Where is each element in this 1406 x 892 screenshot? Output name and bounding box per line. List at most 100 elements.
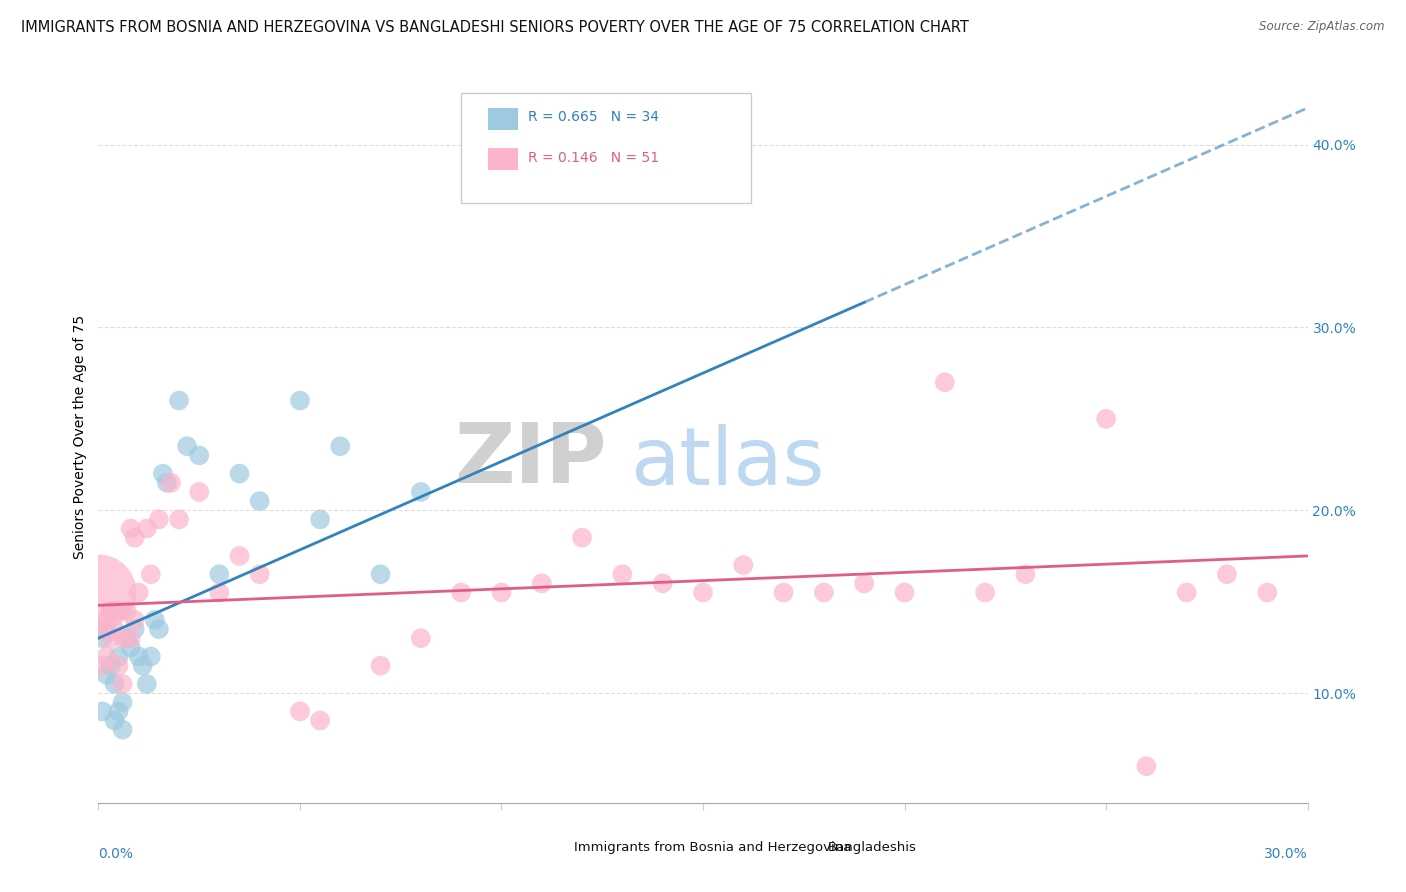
Point <box>139 649 162 664</box>
Text: 30.0%: 30.0% <box>1264 847 1308 861</box>
Point <box>135 677 157 691</box>
Point <box>143 613 166 627</box>
Point <box>124 613 146 627</box>
Point <box>115 604 138 618</box>
Point <box>188 448 211 462</box>
Point <box>309 512 332 526</box>
Point <box>612 567 634 582</box>
Point <box>974 585 997 599</box>
Point <box>249 494 271 508</box>
Point <box>188 485 211 500</box>
Point <box>288 705 311 719</box>
Point <box>450 585 472 599</box>
Text: Immigrants from Bosnia and Herzegovina: Immigrants from Bosnia and Herzegovina <box>574 841 851 854</box>
Point <box>148 512 170 526</box>
Point <box>288 393 311 408</box>
FancyBboxPatch shape <box>488 148 517 170</box>
Point <box>96 667 118 681</box>
Text: atlas: atlas <box>630 424 825 501</box>
Point <box>309 714 332 728</box>
Point <box>329 439 352 453</box>
Point <box>893 585 915 599</box>
Point <box>491 585 513 599</box>
Text: IMMIGRANTS FROM BOSNIA AND HERZEGOVINA VS BANGLADESHI SENIORS POVERTY OVER THE A: IMMIGRANTS FROM BOSNIA AND HERZEGOVINA V… <box>21 20 969 35</box>
Point <box>100 604 122 618</box>
Text: Source: ZipAtlas.com: Source: ZipAtlas.com <box>1260 20 1385 33</box>
Point <box>1095 412 1118 426</box>
Point <box>91 622 114 636</box>
Point <box>148 622 170 636</box>
Point <box>120 640 142 655</box>
Point <box>733 558 755 573</box>
Point <box>87 585 110 599</box>
Point <box>111 677 134 691</box>
Point <box>208 567 231 582</box>
Point <box>530 576 553 591</box>
FancyBboxPatch shape <box>461 94 751 203</box>
Point <box>107 604 129 618</box>
Point <box>91 632 114 646</box>
Point <box>120 521 142 535</box>
Point <box>208 585 231 599</box>
Point <box>370 567 392 582</box>
Point <box>124 622 146 636</box>
Point <box>103 677 125 691</box>
Point <box>651 576 673 591</box>
Point <box>103 622 125 636</box>
Point <box>167 393 190 408</box>
Point <box>91 705 114 719</box>
Y-axis label: Seniors Poverty Over the Age of 75: Seniors Poverty Over the Age of 75 <box>73 315 87 559</box>
Point <box>96 613 118 627</box>
Point <box>111 723 134 737</box>
Point <box>571 531 593 545</box>
Point <box>115 632 138 646</box>
Text: 0.0%: 0.0% <box>98 847 134 861</box>
Point <box>934 375 956 389</box>
Point <box>249 567 271 582</box>
Text: R = 0.146   N = 51: R = 0.146 N = 51 <box>527 151 659 165</box>
Point <box>156 475 179 490</box>
Point <box>128 585 150 599</box>
Text: Bangladeshis: Bangladeshis <box>828 841 917 854</box>
Point <box>1014 567 1036 582</box>
Point <box>160 475 183 490</box>
Point <box>96 622 118 636</box>
Point <box>167 512 190 526</box>
Point <box>103 714 125 728</box>
Point <box>120 632 142 646</box>
FancyBboxPatch shape <box>787 838 818 858</box>
Point <box>1175 585 1198 599</box>
Point <box>96 649 118 664</box>
Point <box>813 585 835 599</box>
Point <box>228 467 250 481</box>
Point <box>853 576 876 591</box>
Point <box>370 658 392 673</box>
Point <box>1135 759 1157 773</box>
Point <box>135 521 157 535</box>
Point <box>111 695 134 709</box>
Point <box>1256 585 1278 599</box>
Point <box>107 705 129 719</box>
Point <box>107 658 129 673</box>
Point <box>139 567 162 582</box>
Point <box>1216 567 1239 582</box>
Point <box>124 531 146 545</box>
FancyBboxPatch shape <box>488 108 517 130</box>
Point <box>100 604 122 618</box>
Point <box>409 632 432 646</box>
Point <box>176 439 198 453</box>
Point <box>91 658 114 673</box>
Point <box>409 485 432 500</box>
Point <box>107 649 129 664</box>
Point <box>692 585 714 599</box>
FancyBboxPatch shape <box>534 838 564 858</box>
Point <box>111 632 134 646</box>
Text: R = 0.665   N = 34: R = 0.665 N = 34 <box>527 110 658 124</box>
Text: ZIP: ZIP <box>454 418 606 500</box>
Point <box>152 467 174 481</box>
Point <box>100 658 122 673</box>
Point <box>772 585 794 599</box>
Point <box>132 658 155 673</box>
Point <box>100 632 122 646</box>
Point <box>128 649 150 664</box>
